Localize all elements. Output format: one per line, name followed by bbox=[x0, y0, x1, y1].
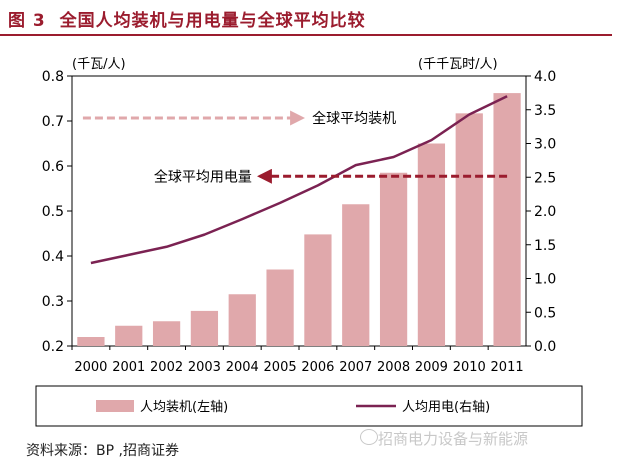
x-tick-label: 2002 bbox=[150, 360, 183, 375]
x-tick-label: 2000 bbox=[74, 360, 107, 375]
source-note: 资料来源：BP ,招商证券 bbox=[26, 443, 179, 459]
x-tick-label: 2005 bbox=[264, 360, 297, 375]
x-tick-label: 2004 bbox=[226, 360, 259, 375]
x-tick-label: 2011 bbox=[491, 360, 524, 375]
bar-2009 bbox=[417, 143, 446, 346]
right-tick-label: 3.0 bbox=[534, 137, 556, 153]
x-tick-label: 2001 bbox=[112, 360, 145, 375]
figure-title: 图 3 全国人均装机与用电量与全球平均比较 bbox=[8, 6, 366, 31]
title-underline bbox=[0, 34, 612, 36]
figure-title-bar: 图 3 全国人均装机与用电量与全球平均比较 bbox=[0, 0, 620, 36]
left-tick-label: 0.7 bbox=[42, 114, 64, 130]
global-use-label: 全球平均用电量 bbox=[154, 168, 252, 185]
right-tick-label: 2.0 bbox=[534, 204, 556, 220]
bar-2001 bbox=[115, 325, 143, 346]
bar-2006 bbox=[304, 234, 332, 346]
left-axis-unit: (千瓦/人) bbox=[72, 57, 126, 72]
bar-2003 bbox=[190, 310, 219, 346]
legend-line-label: 人均用电(右轴) bbox=[402, 400, 490, 415]
right-axis-unit: (千千瓦时/人) bbox=[418, 57, 498, 72]
right-tick-label: 1.0 bbox=[534, 272, 556, 288]
watermark-text: 招商电力设备与新能源 bbox=[378, 430, 529, 448]
right-tick-label: 0.5 bbox=[534, 305, 556, 321]
bar-2011 bbox=[493, 93, 521, 346]
legend-bar-label: 人均装机(左轴) bbox=[140, 400, 228, 415]
x-tick-label: 2007 bbox=[339, 360, 372, 375]
bar-2005 bbox=[266, 269, 294, 346]
left-tick-label: 0.3 bbox=[42, 294, 64, 310]
right-tick-label: 2.5 bbox=[534, 170, 556, 186]
right-tick-label: 1.5 bbox=[534, 238, 556, 254]
bar-2000 bbox=[77, 337, 105, 346]
global-capacity-label: 全球平均装机 bbox=[312, 110, 396, 127]
figure-label: 图 3 bbox=[8, 11, 46, 31]
x-tick-label: 2003 bbox=[188, 360, 221, 375]
left-tick-label: 0.8 bbox=[42, 69, 64, 85]
right-tick-label: 0.0 bbox=[534, 339, 556, 355]
bar-2007 bbox=[342, 204, 370, 346]
bar-2010 bbox=[455, 113, 483, 346]
left-tick-label: 0.6 bbox=[42, 159, 64, 175]
legend-frame bbox=[35, 385, 583, 427]
wechat-icon bbox=[360, 429, 378, 445]
right-tick-label: 4.0 bbox=[534, 69, 556, 85]
left-tick-label: 0.2 bbox=[42, 339, 64, 355]
bar-2008 bbox=[379, 172, 408, 346]
series-line-per-capita-use bbox=[90, 95, 508, 265]
x-tick-label: 2010 bbox=[453, 360, 486, 375]
legend-bar-swatch bbox=[96, 400, 134, 412]
x-tick-label: 2008 bbox=[377, 360, 410, 375]
right-tick-label: 3.5 bbox=[534, 103, 556, 119]
x-tick-label: 2009 bbox=[415, 360, 448, 375]
left-tick-label: 0.5 bbox=[42, 204, 64, 220]
left-tick-label: 0.4 bbox=[42, 249, 64, 265]
figure-title-text: 全国人均装机与用电量与全球平均比较 bbox=[59, 11, 366, 31]
bar-2004 bbox=[228, 294, 256, 346]
bar-2002 bbox=[152, 321, 181, 346]
x-tick-label: 2006 bbox=[301, 360, 334, 375]
